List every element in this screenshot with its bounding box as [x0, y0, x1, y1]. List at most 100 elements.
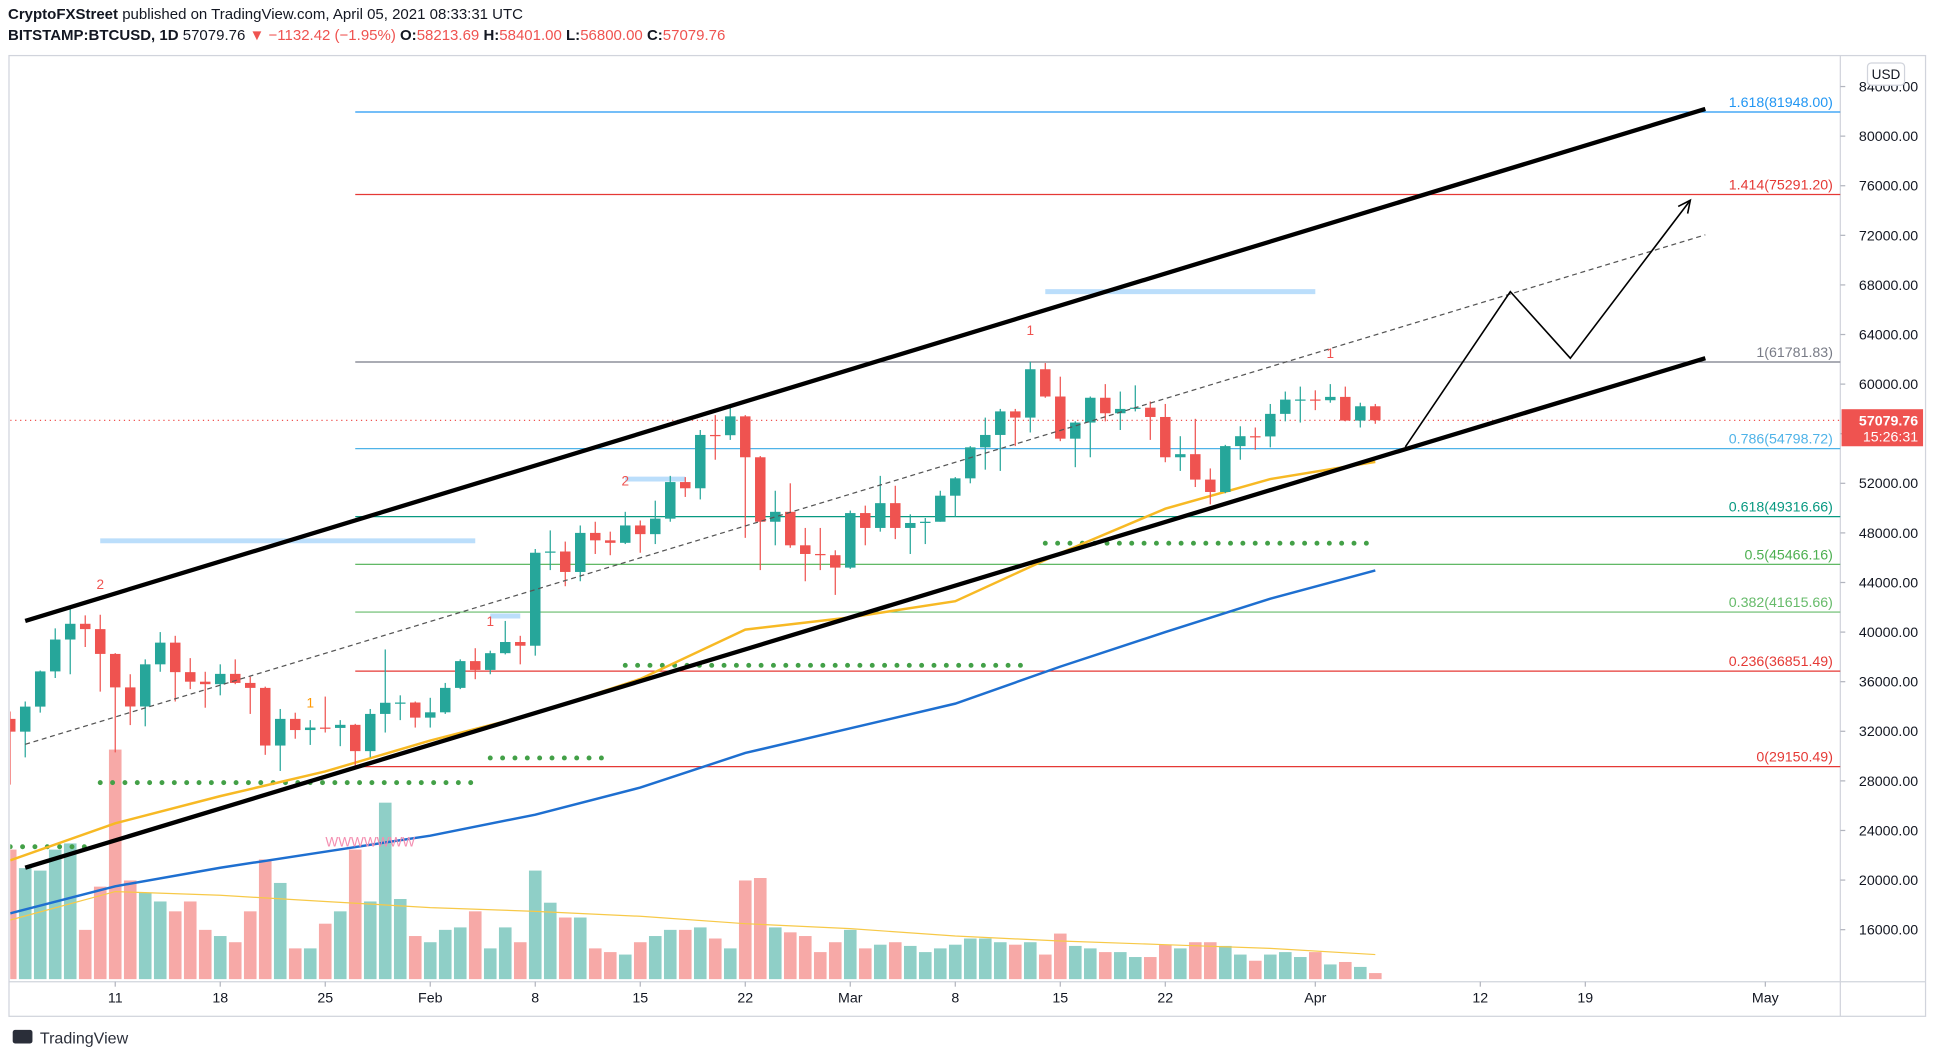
published: published on TradingView.com, April 05, … [122, 6, 524, 23]
candle-body [109, 653, 121, 688]
y-tick-label: 44000.00 [1859, 575, 1918, 591]
candle-body [1205, 479, 1216, 492]
candle-body [1250, 436, 1261, 438]
currency-badge [1866, 62, 1906, 86]
candle-body [364, 713, 376, 752]
volume-bar [183, 901, 197, 980]
candle-body [1025, 369, 1036, 418]
volume-bar [273, 882, 287, 980]
volume-bar [1233, 954, 1247, 980]
x-tick-label: 8 [531, 991, 539, 1007]
volume-bar [828, 942, 842, 980]
volume-bar [1218, 945, 1232, 980]
fib-label: 1(61781.83) [1756, 345, 1833, 361]
publisher: CryptoFXStreet [8, 6, 119, 23]
candle-body [1220, 446, 1231, 492]
candle-body [229, 673, 241, 683]
volume-bar [198, 929, 212, 980]
candle-body [725, 416, 736, 436]
volume-bar [1308, 952, 1322, 980]
volume-bar [378, 802, 392, 980]
candle-body [1055, 396, 1066, 439]
fib-label: 1.618(81948.00) [1729, 95, 1833, 111]
x-tick-label: 8 [951, 991, 959, 1007]
price-label: 57079.76 [1859, 413, 1918, 429]
volume-bar [618, 954, 632, 980]
candle-body [860, 513, 871, 528]
candle-body [1070, 422, 1081, 439]
candle-body [590, 532, 601, 541]
volume-bar [18, 868, 32, 980]
volume-bar [813, 952, 827, 980]
x-tick-label: 25 [317, 991, 333, 1007]
volume-bar [1098, 952, 1112, 980]
volume-bar [78, 929, 92, 980]
candle-body [214, 673, 226, 685]
x-tick-label: 22 [1157, 991, 1173, 1007]
fib-label: 0.382(41615.66) [1729, 595, 1833, 611]
candle-body [349, 724, 361, 752]
candle-body [154, 642, 166, 665]
volume-bar [1068, 945, 1082, 980]
candle-body [34, 671, 46, 707]
candle-body [334, 724, 346, 728]
price-label-box [1841, 409, 1924, 447]
candle-body [19, 706, 31, 732]
x-tick-label: May [1752, 991, 1780, 1007]
volume-bar [228, 942, 242, 980]
signal-label: 1 [306, 695, 314, 710]
volume-bar [843, 929, 857, 980]
y-tick-label: 20000.00 [1859, 873, 1918, 889]
last: 57079.76 [182, 27, 246, 44]
candle-body [94, 629, 106, 654]
volume-bar [258, 859, 272, 980]
volume-bar [978, 938, 992, 980]
volume-bar [10, 849, 17, 980]
candle-body [1370, 406, 1381, 421]
symbol-line: BITSTAMP:BTCUSD, 1D 57079.76 ▼ −1132.42 … [8, 25, 725, 46]
publish-line: CryptoFXStreet published on TradingView.… [8, 4, 725, 25]
candle-body [244, 682, 256, 688]
indicator-line [10, 460, 1376, 862]
volume-bar [918, 952, 932, 980]
change: −1132.42 (−1.95%) [268, 27, 396, 44]
volume-bar [798, 936, 812, 980]
candle-body [425, 712, 436, 718]
candle-body [199, 681, 211, 685]
candle-body [965, 447, 976, 479]
candle-body [1235, 436, 1246, 447]
candle-body [530, 552, 541, 646]
c-label: C: [646, 27, 663, 44]
volume-bar [1158, 944, 1172, 980]
volume-bar [363, 901, 377, 980]
volume-bar [288, 948, 302, 980]
fib-label: 0.786(54798.72) [1729, 432, 1833, 448]
volume-bar [948, 944, 962, 980]
volume-bar [168, 911, 182, 980]
volume-bar [423, 942, 437, 980]
h-label: H: [483, 27, 500, 44]
candle-body [470, 661, 481, 670]
x-tick-label: 19 [1577, 991, 1593, 1007]
candle-body [1010, 411, 1021, 418]
trend-line [24, 106, 1706, 624]
volume-bar [1293, 957, 1307, 980]
candle-body [1190, 454, 1201, 480]
candle-body [875, 503, 886, 528]
x-tick-label: Apr [1304, 991, 1326, 1007]
candle-body [49, 639, 61, 672]
open: 58213.69 [416, 27, 480, 44]
volume-bar [1324, 964, 1337, 980]
o-label: O: [400, 27, 417, 44]
volume-bar [1203, 942, 1217, 980]
candle-body [650, 518, 661, 535]
plot-area: 2 1 1 2 1 1 WWWWWWW [10, 106, 1841, 980]
candle-body [950, 478, 961, 496]
candle-body [635, 525, 646, 535]
x-tick-label: 22 [737, 991, 753, 1007]
y-tick-label: 16000.00 [1859, 923, 1918, 939]
candle-body [139, 664, 151, 707]
candle-body [1145, 407, 1156, 417]
